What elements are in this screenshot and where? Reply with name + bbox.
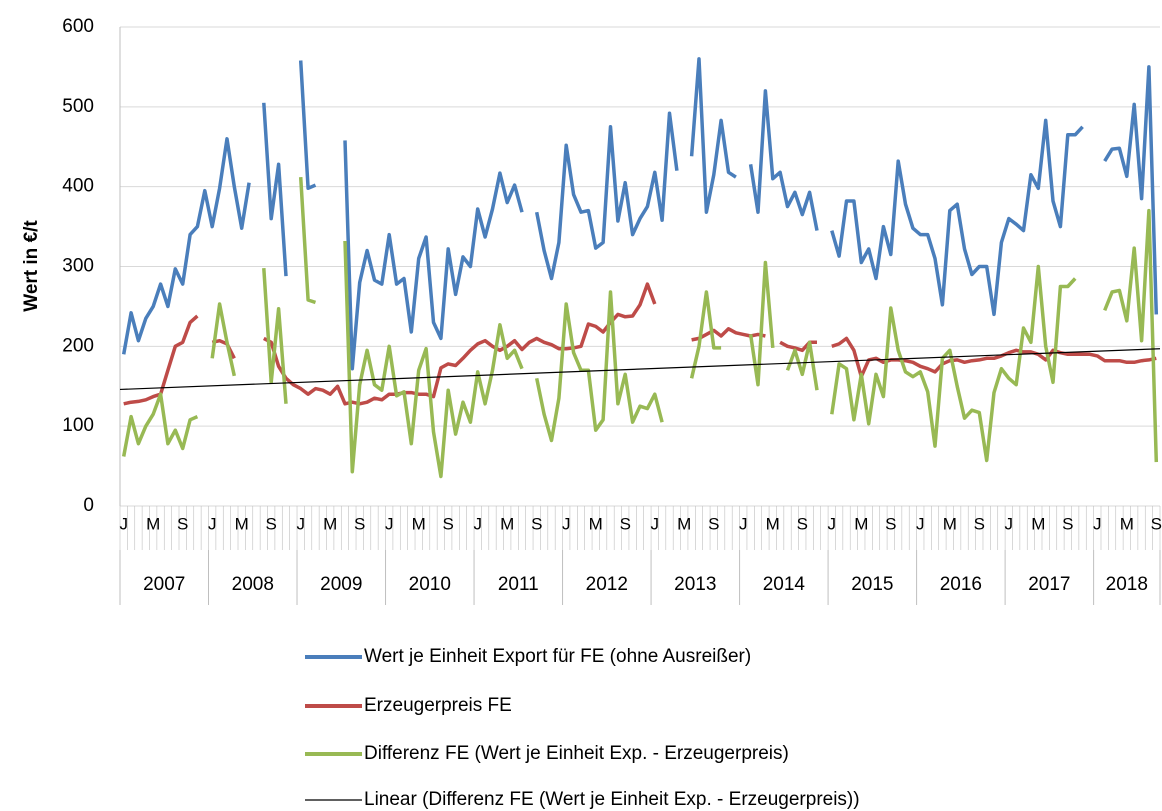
series-line [123, 282, 1157, 406]
x-tick-label: M [1120, 514, 1134, 533]
x-tick-label: S [177, 514, 188, 533]
x-tick-label: J [119, 514, 128, 533]
year-label: 2015 [851, 574, 893, 595]
x-tick-label: S [620, 514, 631, 533]
legend-label: Linear (Differenz FE (Wert je Einheit Ex… [364, 789, 860, 810]
trendline [119, 348, 1161, 391]
x-tick-label: J [651, 514, 660, 533]
legend-label: Differenz FE (Wert je Einheit Exp. - Erz… [364, 743, 789, 764]
x-tick-label: J [473, 514, 482, 533]
x-tick-label: S [266, 514, 277, 533]
legend-label: Erzeugerpreis FE [364, 695, 512, 716]
legend-label: Wert je Einheit Export für FE (ohne Ausr… [364, 646, 751, 667]
x-tick-label: J [828, 514, 837, 533]
year-label: 2010 [409, 574, 451, 595]
year-label: 2013 [674, 574, 716, 595]
x-tick-label: S [1062, 514, 1073, 533]
x-tick-label: J [208, 514, 217, 533]
x-tick-label: J [1005, 514, 1014, 533]
year-label: 2017 [1028, 574, 1070, 595]
x-tick-label: M [500, 514, 514, 533]
x-tick-label: S [531, 514, 542, 533]
y-tick-label: 600 [62, 16, 94, 37]
x-tick-label: S [885, 514, 896, 533]
y-tick-label: 500 [62, 96, 94, 117]
year-label: 2016 [940, 574, 982, 595]
x-tick-label: M [1031, 514, 1045, 533]
x-tick-label: S [443, 514, 454, 533]
x-tick-label: J [296, 514, 305, 533]
y-tick-label: 300 [62, 256, 94, 277]
year-label: 2007 [143, 574, 185, 595]
y-tick-label: 0 [83, 495, 94, 516]
x-tick-label: S [1151, 514, 1162, 533]
x-tick-label: J [1093, 514, 1102, 533]
year-label: 2014 [763, 574, 806, 595]
year-label: 2008 [232, 574, 274, 595]
x-tick-label: M [943, 514, 957, 533]
series-line [121, 57, 1159, 371]
x-tick-label: S [974, 514, 985, 533]
x-tick-label: M [323, 514, 337, 533]
x-tick-label: M [412, 514, 426, 533]
x-tick-label: S [354, 514, 365, 533]
y-tick-label: 100 [62, 415, 94, 436]
x-tick-label: J [916, 514, 925, 533]
x-tick-label: M [766, 514, 780, 533]
y-axis-title: Wert in €/t [21, 220, 42, 312]
x-tick-label: M [235, 514, 249, 533]
x-tick-label: M [854, 514, 868, 533]
x-tick-label: M [589, 514, 603, 533]
year-label: 2011 [498, 574, 539, 595]
x-tick-label: J [739, 514, 748, 533]
y-tick-label: 400 [62, 176, 94, 197]
x-tick-label: S [708, 514, 719, 533]
x-tick-label: M [146, 514, 160, 533]
y-tick-label: 200 [62, 335, 94, 356]
x-tick-label: J [385, 514, 394, 533]
x-tick-label: J [562, 514, 571, 533]
year-label: 2018 [1106, 574, 1148, 595]
x-tick-label: M [677, 514, 691, 533]
x-tick-label: S [797, 514, 808, 533]
year-label: 2009 [320, 574, 362, 595]
year-label: 2012 [586, 574, 628, 595]
series-line [121, 176, 1159, 479]
